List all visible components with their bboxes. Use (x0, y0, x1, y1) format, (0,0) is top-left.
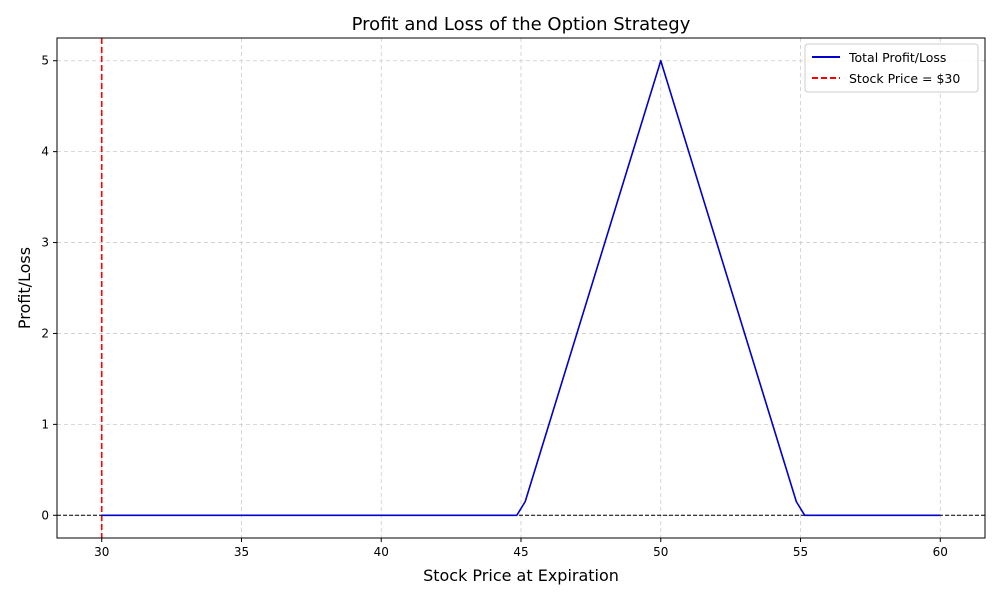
x-tick-label: 45 (513, 545, 528, 559)
y-axis-title: Profit/Loss (15, 247, 34, 329)
legend-box (804, 43, 979, 93)
legend-label-total: Total Profit/Loss (848, 50, 946, 65)
plot-frame (56, 37, 986, 539)
x-tick-label: 40 (374, 545, 389, 559)
x-tick-label: 30 (94, 545, 109, 559)
y-tick-label: 5 (41, 54, 49, 68)
series-layer (101, 59, 941, 517)
y-tick-label: 2 (41, 326, 49, 340)
x-tick-label: 50 (653, 545, 668, 559)
legend: Total Profit/Loss Stock Price = $30 (804, 43, 979, 93)
x-tick-label: 55 (793, 545, 808, 559)
grid (57, 38, 985, 538)
x-tick-label: 35 (234, 545, 249, 559)
y-tick-label: 4 (41, 145, 49, 159)
series-line-total-profit-loss (101, 59, 941, 517)
x-tick-label: 60 (933, 545, 948, 559)
y-tick-label: 3 (41, 236, 49, 250)
reference-lines (57, 38, 985, 538)
y-tick-label: 0 (41, 508, 49, 522)
x-axis-title: Stock Price at Expiration (423, 566, 619, 585)
y-tick-label: 1 (41, 417, 49, 431)
chart-title: Profit and Loss of the Option Strategy (352, 14, 691, 35)
legend-label-ref: Stock Price = $30 (849, 71, 960, 86)
